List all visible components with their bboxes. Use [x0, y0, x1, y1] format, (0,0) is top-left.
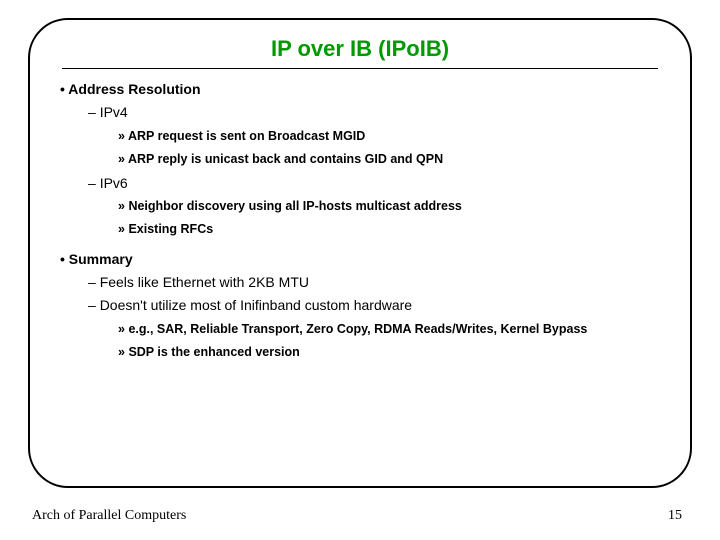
footer-text: Arch of Parallel Computers [32, 508, 186, 524]
slide-container: IP over IB (IPoIB) Address Resolution IP… [0, 0, 720, 540]
bullet-item: Neighbor discovery using all IP-hosts mu… [118, 199, 666, 214]
sub-heading: IPv6 [88, 175, 666, 192]
section-heading: Address Resolution [60, 81, 666, 98]
sub-heading: Doesn't utilize most of Inifinband custo… [88, 297, 666, 314]
bullet-item: ARP reply is unicast back and contains G… [118, 152, 666, 167]
slide-title: IP over IB (IPoIB) [62, 36, 658, 69]
bullet-item: ARP request is sent on Broadcast MGID [118, 129, 666, 144]
page-number: 15 [668, 508, 682, 524]
section-heading: Summary [60, 251, 666, 268]
content-frame: IP over IB (IPoIB) Address Resolution IP… [28, 18, 692, 488]
sub-heading: Feels like Ethernet with 2KB MTU [88, 274, 666, 291]
bullet-item: e.g., SAR, Reliable Transport, Zero Copy… [118, 322, 666, 337]
bullet-item: SDP is the enhanced version [118, 345, 666, 360]
sub-heading: IPv4 [88, 104, 666, 121]
bullet-list: Address Resolution IPv4 ARP request is s… [54, 81, 666, 360]
bullet-item: Existing RFCs [118, 222, 666, 237]
